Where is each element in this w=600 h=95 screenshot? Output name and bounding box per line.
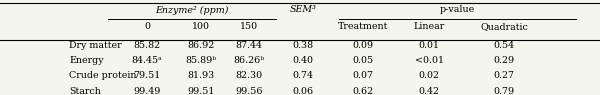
Text: 0.40: 0.40 bbox=[293, 56, 314, 65]
Text: 0.54: 0.54 bbox=[493, 41, 515, 50]
Text: 0.74: 0.74 bbox=[293, 72, 314, 80]
Text: 0.79: 0.79 bbox=[493, 87, 515, 95]
Text: 0.09: 0.09 bbox=[352, 41, 374, 50]
Text: 99.49: 99.49 bbox=[133, 87, 161, 95]
Text: <0.01: <0.01 bbox=[415, 56, 443, 65]
Text: 82.30: 82.30 bbox=[235, 72, 263, 80]
Text: 0.62: 0.62 bbox=[352, 87, 374, 95]
Text: SEM³: SEM³ bbox=[290, 6, 316, 14]
Text: 0.05: 0.05 bbox=[352, 56, 374, 65]
Text: 0.06: 0.06 bbox=[292, 87, 314, 95]
Text: 99.56: 99.56 bbox=[235, 87, 263, 95]
Text: Crude protein: Crude protein bbox=[69, 72, 137, 80]
Text: 0: 0 bbox=[144, 22, 150, 31]
Text: 81.93: 81.93 bbox=[187, 72, 215, 80]
Text: 150: 150 bbox=[240, 22, 258, 31]
Text: 0.42: 0.42 bbox=[419, 87, 439, 95]
Text: 85.89ᵇ: 85.89ᵇ bbox=[185, 56, 217, 65]
Text: Linear: Linear bbox=[413, 22, 445, 31]
Text: p-value: p-value bbox=[440, 6, 475, 14]
Text: 86.92: 86.92 bbox=[187, 41, 215, 50]
Text: Enzyme² (ppm): Enzyme² (ppm) bbox=[155, 5, 229, 15]
Text: 0.07: 0.07 bbox=[353, 72, 373, 80]
Text: 79.51: 79.51 bbox=[133, 72, 161, 80]
Text: 84.45ᵃ: 84.45ᵃ bbox=[131, 56, 163, 65]
Text: Dry matter: Dry matter bbox=[69, 41, 122, 50]
Text: 99.51: 99.51 bbox=[187, 87, 215, 95]
Text: Quadratic: Quadratic bbox=[480, 22, 528, 31]
Text: Starch: Starch bbox=[69, 87, 101, 95]
Text: 87.44: 87.44 bbox=[235, 41, 263, 50]
Text: 85.82: 85.82 bbox=[133, 41, 161, 50]
Text: Energy: Energy bbox=[69, 56, 104, 65]
Text: 0.27: 0.27 bbox=[493, 72, 515, 80]
Text: 0.02: 0.02 bbox=[419, 72, 439, 80]
Text: Treatment: Treatment bbox=[338, 22, 388, 31]
Text: 0.01: 0.01 bbox=[419, 41, 439, 50]
Text: 0.29: 0.29 bbox=[493, 56, 515, 65]
Text: 100: 100 bbox=[192, 22, 210, 31]
Text: 86.26ᵇ: 86.26ᵇ bbox=[233, 56, 265, 65]
Text: 0.38: 0.38 bbox=[292, 41, 314, 50]
